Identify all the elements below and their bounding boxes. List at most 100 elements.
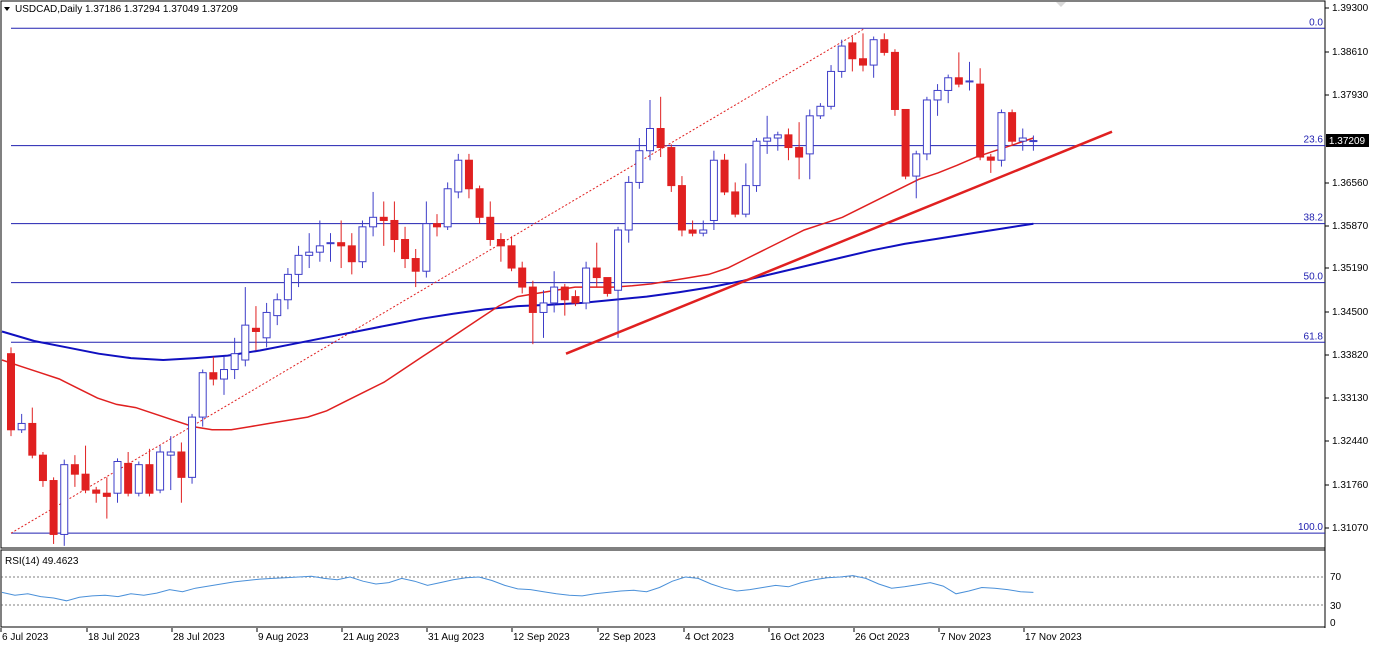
fib-level-label: 100.0 <box>1298 522 1323 533</box>
price-axis-label: 1.31760 <box>1332 480 1369 491</box>
candle-body <box>933 89 942 101</box>
candle-body <box>976 83 985 158</box>
candle-body <box>539 302 548 313</box>
candle-body <box>1008 112 1017 142</box>
fib-level-label: 23.6 <box>1304 135 1324 146</box>
candle-body <box>1018 137 1027 142</box>
candle-body <box>518 267 527 288</box>
price-axis-label: 1.35870 <box>1332 221 1369 232</box>
date-axis-label: 17 Nov 2023 <box>1025 632 1082 643</box>
one-click-trading-icon[interactable] <box>1056 2 1066 7</box>
candle-body <box>241 324 250 361</box>
candle-body <box>379 216 388 221</box>
candle-body <box>49 480 58 535</box>
candle-body <box>624 181 633 231</box>
candle-body <box>401 239 410 260</box>
rsi-axis-70: 70 <box>1330 572 1342 583</box>
candle-body <box>709 159 718 221</box>
candle-body <box>954 77 963 85</box>
candle-body <box>262 311 271 339</box>
date-axis: 6 Jul 2023 18 Jul 2023 28 Jul 2023 9 Aug 20… <box>0 628 1082 643</box>
candle-body <box>283 273 292 301</box>
candle-body <box>113 460 122 494</box>
candle-body <box>837 45 846 72</box>
candle-body <box>795 147 804 158</box>
candle-body <box>273 299 282 317</box>
candle-body <box>411 258 420 272</box>
candle-body <box>677 185 686 231</box>
candle-body <box>326 242 335 245</box>
candlesticks <box>7 33 1038 546</box>
candle-body <box>220 369 228 380</box>
candle-body <box>369 216 378 228</box>
candle-body <box>582 267 591 304</box>
candle-body <box>986 156 995 161</box>
candle-body <box>859 58 867 66</box>
date-axis-label: 22 Sep 2023 <box>599 632 656 643</box>
candle-body <box>667 147 676 187</box>
candle-body <box>124 462 133 494</box>
candle-body <box>81 473 90 491</box>
candle-body <box>827 70 836 107</box>
date-axis-label: 28 Jul 2023 <box>173 632 225 643</box>
candle-body <box>763 137 772 142</box>
date-axis-label: 21 Aug 2023 <box>343 632 400 643</box>
candle-body <box>390 219 399 241</box>
candle-body <box>70 464 79 475</box>
candle-body <box>880 39 889 53</box>
candle-body <box>890 51 899 110</box>
candle-body <box>773 134 782 139</box>
candle-body <box>635 150 644 183</box>
price-axis-label: 1.36560 <box>1332 178 1369 189</box>
candle-body <box>592 267 601 279</box>
menu-triangle-icon[interactable] <box>4 7 10 11</box>
slow-moving-average <box>1 222 1034 362</box>
candle-body <box>741 185 750 215</box>
candle-body <box>464 159 473 190</box>
candle-body <box>294 254 303 275</box>
candle-body <box>731 191 740 215</box>
candle-body <box>784 134 793 149</box>
candle-body <box>188 416 197 478</box>
rsi-line <box>1 575 1034 602</box>
candle-body <box>209 372 218 380</box>
candle-body <box>7 353 15 431</box>
price-axis-label: 1.34500 <box>1332 307 1369 318</box>
candle-body <box>752 140 761 187</box>
candle-body <box>433 223 441 228</box>
candle-body <box>230 353 239 371</box>
fib-level-label: 38.2 <box>1304 213 1324 224</box>
candle-body <box>305 251 314 256</box>
current-price-tag <box>1326 134 1369 147</box>
candle-body <box>166 451 175 456</box>
rsi-axis-0: 0 <box>1330 618 1336 629</box>
fibonacci-retracement[interactable]: 0.0 23.6 38.2 50.0 61.8 100.0 <box>11 17 1325 534</box>
support-trendline[interactable] <box>565 130 1113 355</box>
price-axis-label: 1.33820 <box>1332 350 1369 361</box>
candle-body <box>347 245 356 263</box>
candle-body <box>337 242 346 247</box>
candle-body <box>454 159 463 193</box>
candle-body <box>102 492 111 497</box>
date-axis-label: 4 Oct 2023 <box>685 632 734 643</box>
date-axis-label: 31 Aug 2023 <box>428 632 485 643</box>
candle-body <box>656 128 665 149</box>
price-axis-label: 1.35190 <box>1332 263 1369 274</box>
price-axis-label: 1.37930 <box>1332 90 1369 101</box>
candle-body <box>869 39 878 66</box>
candle-body <box>646 128 654 152</box>
candle-body <box>922 99 931 155</box>
candle-body <box>198 372 207 418</box>
date-axis-label: 26 Oct 2023 <box>855 632 910 643</box>
candle-body <box>134 464 143 494</box>
candle-body <box>17 422 26 431</box>
fibonacci-trend-line[interactable] <box>10 27 866 534</box>
chart-symbol: USDCAD,Daily <box>15 4 82 15</box>
candle-body <box>901 108 910 177</box>
candle-body <box>614 229 623 291</box>
candle-body <box>603 277 612 294</box>
candle-body <box>912 153 921 177</box>
candle-body <box>688 229 697 234</box>
candle-body <box>177 451 186 478</box>
